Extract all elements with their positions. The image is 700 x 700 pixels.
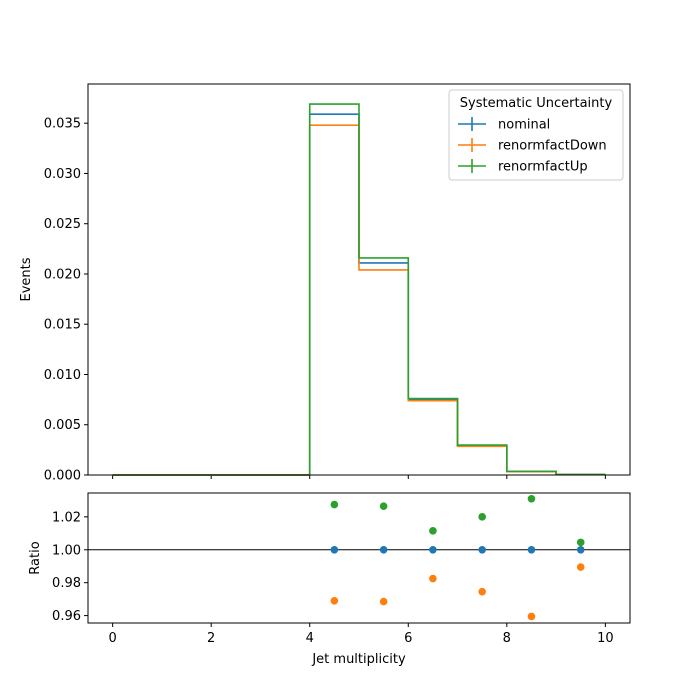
legend-label: renormfactDown xyxy=(498,139,607,154)
x-tick-label: 6 xyxy=(404,631,412,646)
ratio-y-tick-label: 0.96 xyxy=(52,609,81,624)
legend-box xyxy=(448,89,624,181)
ratio-point-nominal xyxy=(429,545,437,554)
legend: Systematic Uncertainty nominal renormfact… xyxy=(448,89,624,181)
ratio-point-renormfactUp xyxy=(429,527,437,535)
main-y-tick-label: 0.005 xyxy=(44,418,81,433)
ratio-y-axis-label: Ratio xyxy=(28,541,43,574)
ratio-plot-frame xyxy=(87,492,631,624)
ratio-panel: 0 2 4 6 8 10 0.96 0.98 1.00 1.02 Ratio Jet multip… xyxy=(28,492,631,667)
x-tick-label: 2 xyxy=(207,631,215,646)
legend-label: nominal xyxy=(498,118,550,133)
ratio-y-tick-label: 1.02 xyxy=(52,510,81,525)
main-y-tick-label: 0.030 xyxy=(44,167,81,182)
ratio-point-renormfactDown xyxy=(576,563,585,571)
main-y-tick-label: 0.035 xyxy=(44,117,81,132)
ratio-point-renormfactUp xyxy=(379,502,388,510)
ratio-axis-ticks: 0 2 4 6 8 10 0.96 0.98 1.00 1.02 xyxy=(52,510,614,646)
ratio-point-nominal xyxy=(478,545,486,554)
ratio-point-nominal xyxy=(330,545,339,554)
main-panel: 0.000 0.005 0.010 0.015 0.020 0.025 0.030 0.035… xyxy=(19,83,631,484)
legend-entry-nominal: nominal xyxy=(458,117,550,133)
legend-label: renormfactUp xyxy=(498,160,588,175)
ratio-point-renormfactUp xyxy=(330,500,339,509)
main-y-tick-label: 0.020 xyxy=(44,267,81,282)
main-y-tick-label: 0.025 xyxy=(44,217,81,232)
ratio-point-renormfactUp xyxy=(576,538,585,547)
ratio-point-renormfactDown xyxy=(379,597,388,606)
main-y-tick-label: 0.010 xyxy=(44,368,81,383)
ratio-point-renormfactUp xyxy=(478,513,486,521)
main-plot-frame xyxy=(87,83,631,476)
ratio-point-renormfactUp xyxy=(527,494,536,503)
ratio-y-tick-label: 1.00 xyxy=(52,543,81,558)
ratio-y-tick-label: 0.98 xyxy=(52,576,81,591)
main-axis-ticks: 0.000 0.005 0.010 0.015 0.020 0.025 0.030 0.035 xyxy=(44,117,606,484)
ratio-point-renormfactDown xyxy=(429,574,437,583)
ratio-point-renormfactDown xyxy=(478,587,486,596)
main-y-tick-label: 0.015 xyxy=(44,318,81,333)
legend-entry-renormfactDown: renormfactDown xyxy=(458,138,607,154)
ratio-point-nominal xyxy=(379,545,388,554)
x-tick-label: 0 xyxy=(108,631,116,646)
legend-title: Systematic Uncertainty xyxy=(460,96,613,111)
ratio-point-renormfactDown xyxy=(527,612,536,621)
ratio-point-nominal xyxy=(527,545,536,554)
ratio-points-series xyxy=(330,494,585,621)
x-tick-label: 4 xyxy=(306,631,314,646)
main-y-axis-label: Events xyxy=(19,257,34,301)
legend-entries: nominal renormfactDown renormfactUp xyxy=(458,117,607,175)
x-tick-label: 8 xyxy=(503,631,511,646)
ratio-point-nominal xyxy=(576,545,585,554)
x-axis-label: Jet multiplicity xyxy=(311,652,406,667)
main-y-tick-label: 0.000 xyxy=(44,469,81,484)
x-tick-label: 10 xyxy=(597,631,614,646)
ratio-point-renormfactDown xyxy=(330,596,339,605)
legend-entry-renormfactUp: renormfactUp xyxy=(458,159,588,175)
